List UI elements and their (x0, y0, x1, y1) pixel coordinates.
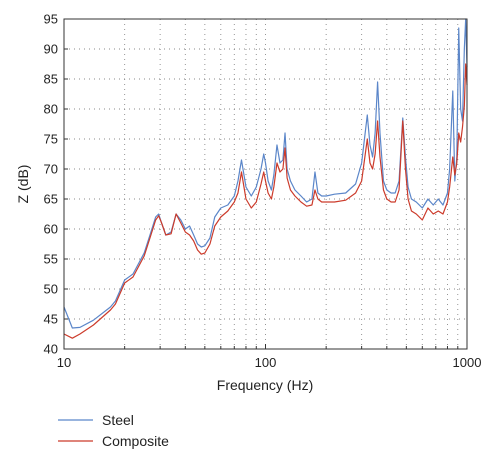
y-tick-label: 95 (44, 12, 58, 27)
y-tick-label: 40 (44, 342, 58, 357)
y-tick-label: 50 (44, 282, 58, 297)
x-axis-title: Frequency (Hz) (217, 377, 313, 393)
y-tick-label: 70 (44, 162, 58, 177)
y-tick-label: 60 (44, 222, 58, 237)
x-tick-label: 100 (255, 355, 277, 370)
y-tick-label: 55 (44, 252, 58, 267)
y-tick-label: 90 (44, 42, 58, 57)
tick-layer (63, 18, 459, 350)
legend: Steel Composite (58, 412, 169, 449)
y-tick-label: 65 (44, 192, 58, 207)
x-tick-label: 10 (57, 355, 71, 370)
y-axis-title: Z (dB) (15, 165, 31, 204)
series-layer (63, 18, 468, 339)
legend-label-steel: Steel (102, 412, 134, 428)
legend-label-composite: Composite (102, 433, 169, 449)
y-tick-label: 80 (44, 102, 58, 117)
series-line-composite (63, 63, 468, 339)
y-tick-labels: 40 45 50 55 60 65 70 75 80 85 90 95 (44, 12, 58, 357)
y-tick-label: 85 (44, 72, 58, 87)
x-tick-labels: 10 100 1000 (57, 355, 482, 370)
x-tick-label: 1000 (453, 355, 482, 370)
y-tick-label: 45 (44, 312, 58, 327)
y-tick-label: 75 (44, 132, 58, 147)
